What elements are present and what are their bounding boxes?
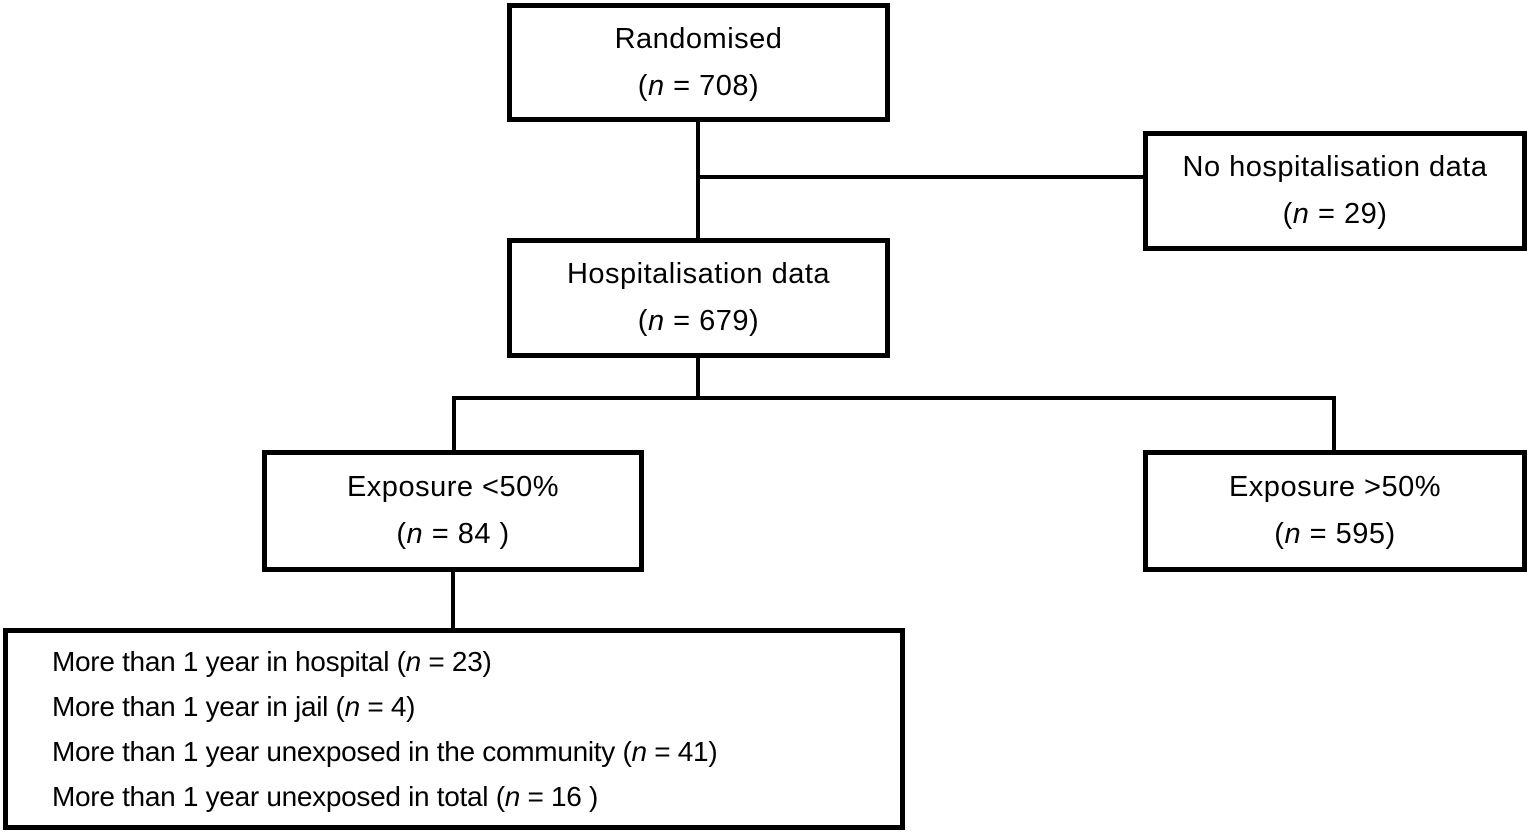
outcome-text: More than 1 year in hospital (: [52, 646, 406, 677]
n-symbol: n: [647, 69, 665, 102]
box-title: No hospitalisation data: [1182, 151, 1488, 183]
outcome-text: More than 1 year unexposed in total (: [52, 781, 505, 812]
flow-box-randomised: Randomised (n = 708): [507, 3, 890, 122]
flow-box-outcomes: More than 1 year in hospital (n = 23) Mo…: [3, 628, 905, 830]
n-symbol: n: [1284, 518, 1302, 550]
box-title: Hospitalisation data: [566, 258, 831, 290]
n-value: = 41): [646, 736, 718, 767]
box-title: Exposure >50%: [1228, 471, 1442, 503]
flow-box-hospitalisation-data: Hospitalisation data (n = 679): [507, 238, 890, 358]
n-symbol: n: [647, 305, 665, 337]
connector-branch-to-no-hosp: [698, 175, 1143, 179]
paren-open: (: [637, 305, 648, 337]
flow-box-exposure-lt-50: Exposure <50% (n = 84 ): [262, 450, 644, 572]
n-symbol: n: [406, 518, 424, 550]
flow-box-no-hospitalisation-data: No hospitalisation data (n = 29): [1143, 131, 1527, 251]
n-symbol: n: [504, 781, 521, 812]
connector-hosp-down: [696, 358, 700, 400]
n-value: = 4): [359, 691, 416, 722]
n-symbol: n: [1292, 198, 1310, 230]
paren-open: (: [637, 69, 648, 102]
n-value: = 595): [1301, 518, 1396, 550]
box-title: Randomised: [614, 22, 783, 55]
outcome-line-hospital: More than 1 year in hospital (n = 23): [52, 639, 492, 684]
box-n-count: (n = 708): [638, 63, 759, 110]
box-n-count: (n = 84 ): [396, 511, 509, 558]
flow-box-exposure-gt-50: Exposure >50% (n = 595): [1143, 450, 1527, 572]
n-symbol: n: [344, 691, 361, 722]
outcome-line-unexposed-community: More than 1 year unexposed in the commun…: [52, 729, 718, 774]
n-value: = 29): [1309, 198, 1388, 230]
n-value: = 708): [664, 69, 760, 102]
outcome-text: More than 1 year unexposed in the commun…: [52, 736, 632, 767]
paren-open: (: [1282, 198, 1293, 230]
box-title: Exposure <50%: [346, 471, 560, 503]
n-value: = 679): [664, 305, 760, 337]
box-n-count: (n = 595): [1274, 511, 1395, 558]
paren-open: (: [1274, 518, 1285, 550]
n-value: = 84 ): [423, 518, 510, 550]
connector-to-exposure-gt: [1332, 396, 1336, 452]
connector-exposure-lt-to-outcomes: [451, 572, 455, 630]
connector-to-exposure-lt: [452, 396, 456, 452]
outcome-line-jail: More than 1 year in jail (n = 4): [52, 684, 415, 729]
outcome-text: More than 1 year in jail (: [52, 691, 345, 722]
paren-open: (: [396, 518, 407, 550]
n-value: = 23): [420, 646, 492, 677]
n-symbol: n: [631, 736, 647, 767]
box-n-count: (n = 679): [638, 298, 759, 345]
n-value: = 16 ): [520, 781, 599, 812]
n-symbol: n: [405, 646, 422, 677]
connector-split-horizontal: [452, 396, 1336, 400]
box-n-count: (n = 29): [1283, 191, 1388, 238]
outcome-line-unexposed-total: More than 1 year unexposed in total (n =…: [52, 774, 598, 819]
connector-randomised-to-hosp: [696, 122, 700, 238]
